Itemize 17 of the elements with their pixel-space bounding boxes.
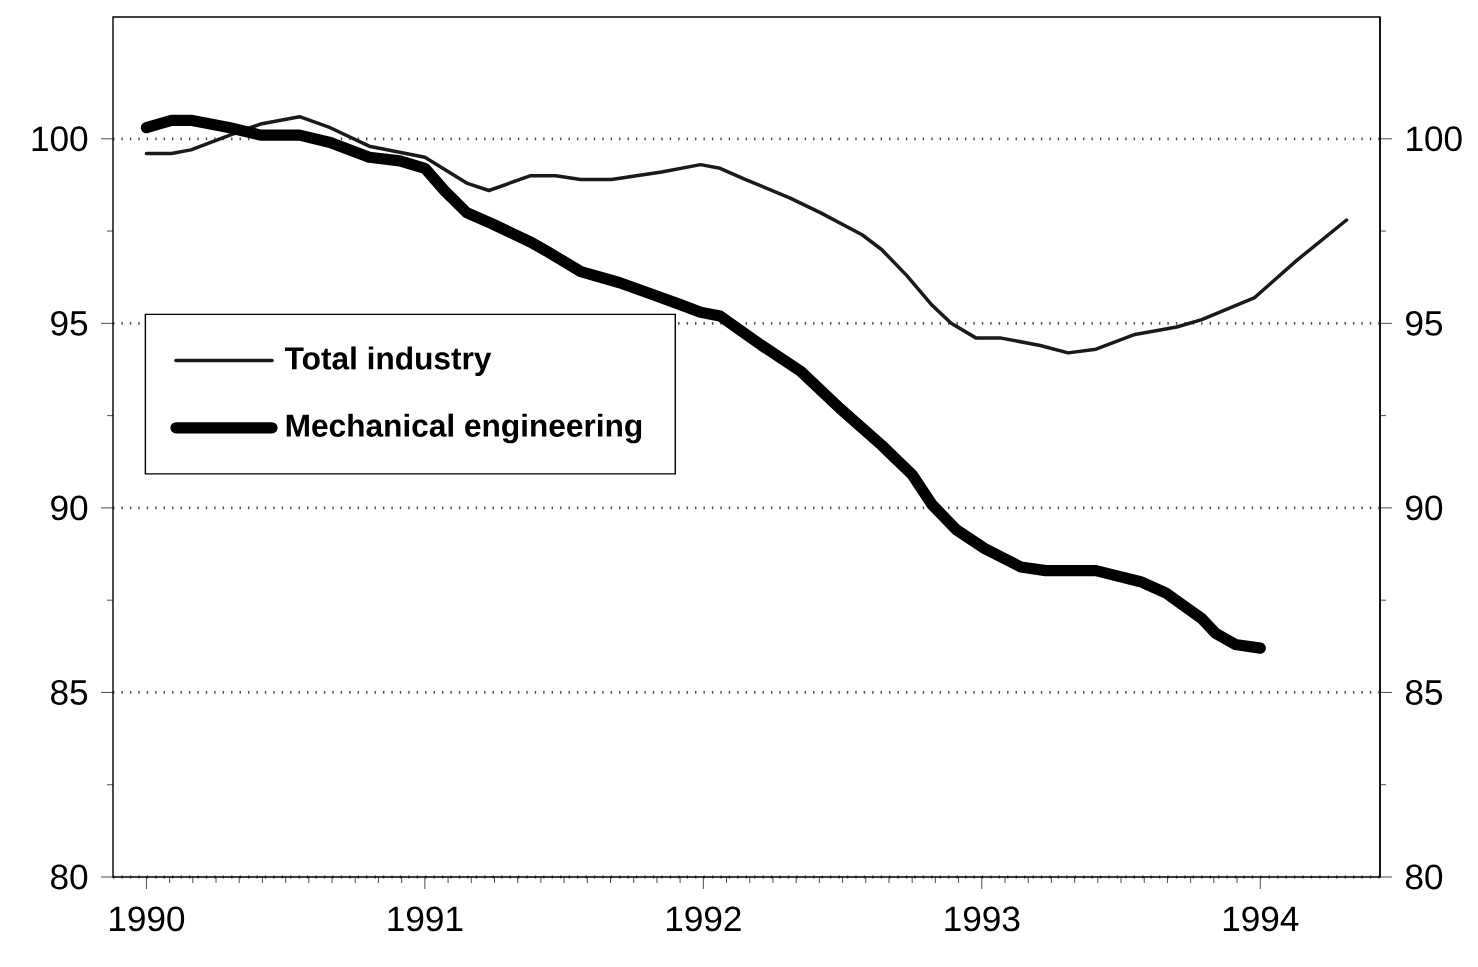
- x-tick-label: 1990: [110, 906, 185, 932]
- legend-label: Mechanical engineering: [286, 413, 642, 444]
- y2-tick-label: 95: [1406, 310, 1443, 336]
- y-tick-label: 80: [51, 864, 88, 890]
- x-tick-label: 1993: [945, 906, 1020, 932]
- x-tick-label: 1992: [666, 906, 741, 932]
- y-tick-label: 85: [51, 680, 88, 705]
- x-tick-label: 1991: [388, 906, 463, 932]
- y2-tick-label: 80: [1405, 864, 1443, 890]
- legend-label: Total industry: [284, 346, 492, 376]
- x-tick-label: 1994: [1223, 906, 1299, 932]
- y-tick-label: 95: [51, 310, 88, 336]
- y2-tick-label: 85: [1405, 680, 1443, 705]
- y2-tick-label: 100: [1407, 126, 1462, 152]
- y-tick-label: 90: [51, 495, 88, 521]
- y2-tick-label: 90: [1406, 495, 1443, 521]
- y-tick-label: 100: [32, 126, 88, 152]
